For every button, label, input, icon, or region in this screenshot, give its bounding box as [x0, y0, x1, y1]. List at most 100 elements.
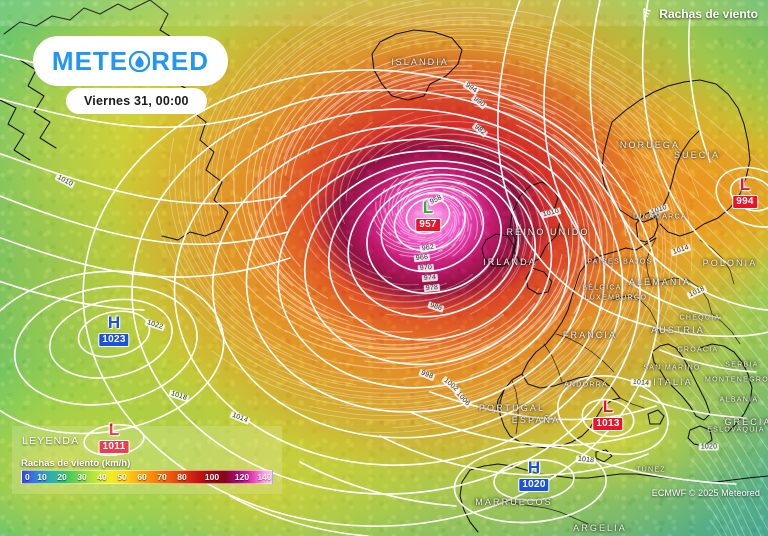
date-pill[interactable]: Viernes 31, 00:00	[66, 88, 207, 114]
streamline	[450, 44, 684, 174]
streamline	[408, 181, 443, 193]
streamline	[452, 195, 472, 220]
streamline	[409, 78, 599, 131]
streamline	[428, 260, 515, 321]
streamline	[403, 285, 565, 379]
streamline	[174, 163, 318, 362]
isobar-label: 1020	[698, 443, 720, 451]
legend-tick: 30	[77, 472, 87, 482]
streamline	[388, 231, 421, 245]
streamline	[394, 181, 414, 208]
streamline	[301, 204, 365, 282]
streamline	[311, 215, 379, 282]
streamline	[649, 319, 768, 471]
streamline	[231, 0, 423, 139]
streamline	[483, 215, 515, 289]
streamline	[518, 61, 687, 246]
streamline	[571, 59, 768, 211]
streamline	[498, 178, 526, 254]
streamline	[316, 23, 596, 72]
meteored-logo[interactable]: METE RED	[33, 36, 228, 86]
streamline	[258, 16, 490, 130]
streamline	[502, 215, 574, 348]
streamline	[392, 289, 617, 429]
streamline	[421, 269, 618, 421]
streamline	[452, 210, 457, 233]
streamline	[427, 49, 666, 154]
streamline	[511, 182, 534, 267]
streamline	[679, 419, 753, 536]
top-band	[0, 0, 768, 26]
streamline	[338, 80, 507, 126]
streamline	[308, 327, 495, 355]
streamline	[279, 91, 336, 230]
streamline	[526, 201, 586, 348]
streamline	[463, 87, 624, 182]
streamline	[366, 284, 469, 303]
legend-tick: 120	[234, 472, 250, 482]
legend-tick: 100	[204, 472, 220, 482]
streamline	[332, 19, 625, 63]
streamline	[637, 279, 768, 431]
wind-barb-icon	[641, 7, 653, 21]
pressure-value: 994	[732, 195, 758, 209]
legend-subtitle: Rachas de viento (km/h)	[21, 458, 131, 469]
streamline	[202, 45, 271, 274]
streamline	[443, 198, 461, 217]
streamline	[257, 86, 306, 246]
streamline	[407, 236, 435, 240]
streamline	[452, 223, 472, 257]
streamline	[213, 320, 473, 390]
streamline	[400, 229, 426, 238]
streamline	[323, 225, 393, 279]
streamline	[450, 134, 549, 182]
streamline	[419, 184, 456, 189]
streamline	[470, 234, 528, 315]
streamline	[269, 123, 301, 268]
streamline	[417, 233, 443, 242]
streamline	[697, 479, 733, 536]
streamline	[317, 184, 356, 264]
pressure-value: 1013	[592, 417, 624, 431]
streamline	[595, 139, 768, 291]
streamline	[243, 248, 395, 338]
streamline	[468, 203, 478, 240]
streamline	[667, 379, 768, 531]
legend-colorbar: 0 10 20 30 40 50 60 70 80 100 120 140	[21, 470, 273, 484]
streamline	[347, 74, 531, 112]
streamline	[325, 196, 370, 266]
streamline	[607, 179, 768, 331]
streamline	[318, 247, 408, 291]
brand-text-left: METE	[51, 45, 129, 76]
streamline	[450, 184, 483, 211]
streamline	[383, 177, 399, 213]
streamline	[314, 59, 497, 124]
legend-panel: LEYENDA Rachas de viento (km/h) 0 10 20 30 4…	[12, 426, 282, 494]
streamline	[245, 127, 294, 287]
streamline	[441, 248, 513, 311]
pressure-type-glyph: H	[107, 313, 121, 332]
streamline	[449, 204, 460, 225]
streamline	[210, 0, 369, 197]
streamline	[317, 142, 339, 236]
streamline	[372, 216, 402, 245]
streamline	[613, 199, 768, 351]
streamline	[461, 192, 483, 226]
streamline	[288, 304, 461, 341]
pressure-type-glyph: H	[527, 458, 541, 477]
streamline	[703, 499, 728, 536]
legend-title: LEYENDA	[22, 435, 80, 447]
streamline	[207, 67, 257, 288]
streamline	[183, 256, 407, 380]
pressure-type-glyph: L	[739, 175, 751, 194]
streamline	[451, 238, 508, 301]
streamline	[168, 137, 293, 357]
streamline	[515, 124, 601, 251]
streamline	[302, 28, 566, 89]
pressure-marker-high-1020: H 1020	[518, 458, 550, 492]
streamline	[180, 188, 342, 365]
water-drop-icon	[129, 50, 151, 72]
